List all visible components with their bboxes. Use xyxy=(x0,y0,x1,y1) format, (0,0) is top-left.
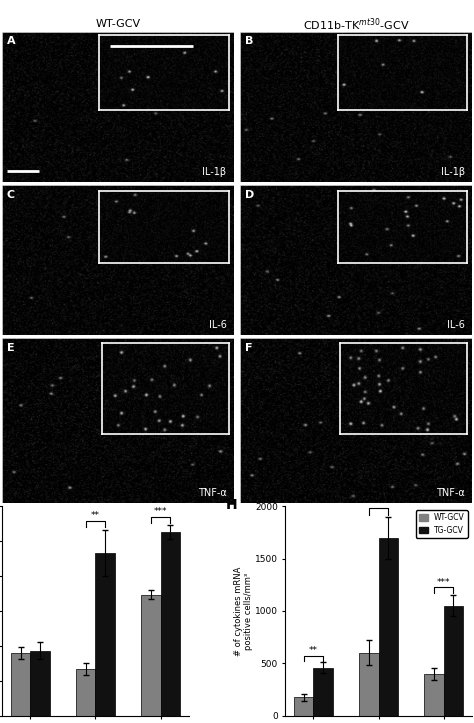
Bar xyxy=(95,553,115,716)
Text: **: ** xyxy=(309,646,318,656)
Text: TNF-α: TNF-α xyxy=(198,488,227,498)
Text: **: ** xyxy=(374,500,383,508)
Text: WT-GCV: WT-GCV xyxy=(95,20,140,30)
Text: CD11b-TK$^{mt30}$-GCV: CD11b-TK$^{mt30}$-GCV xyxy=(303,16,410,33)
Bar xyxy=(424,674,444,716)
Text: IL-6: IL-6 xyxy=(447,320,465,330)
Text: B: B xyxy=(245,36,254,46)
Text: D: D xyxy=(245,189,255,200)
Bar xyxy=(76,669,95,716)
Bar xyxy=(444,606,463,716)
Text: IL-1β: IL-1β xyxy=(202,167,227,177)
Legend: WT-GCV, TG-GCV: WT-GCV, TG-GCV xyxy=(416,510,468,538)
Text: IL-1β: IL-1β xyxy=(440,167,465,177)
Text: **: ** xyxy=(91,511,100,520)
Bar xyxy=(30,651,50,716)
Text: C: C xyxy=(7,189,15,200)
Bar xyxy=(294,698,313,716)
Bar xyxy=(161,532,180,716)
Text: ***: *** xyxy=(437,578,450,587)
Text: IL-6: IL-6 xyxy=(209,320,227,330)
Text: H: H xyxy=(226,498,237,512)
Bar xyxy=(379,538,398,716)
Text: A: A xyxy=(7,36,16,46)
Text: ***: *** xyxy=(154,507,167,515)
Text: E: E xyxy=(7,343,15,353)
Text: TNF-α: TNF-α xyxy=(436,488,465,498)
Bar xyxy=(359,653,379,716)
Text: F: F xyxy=(245,343,253,353)
Bar xyxy=(11,653,30,716)
Bar xyxy=(141,595,161,716)
Bar xyxy=(313,667,333,716)
Y-axis label: # of cytokines mRNA
positive cells/mm³: # of cytokines mRNA positive cells/mm³ xyxy=(234,566,254,656)
